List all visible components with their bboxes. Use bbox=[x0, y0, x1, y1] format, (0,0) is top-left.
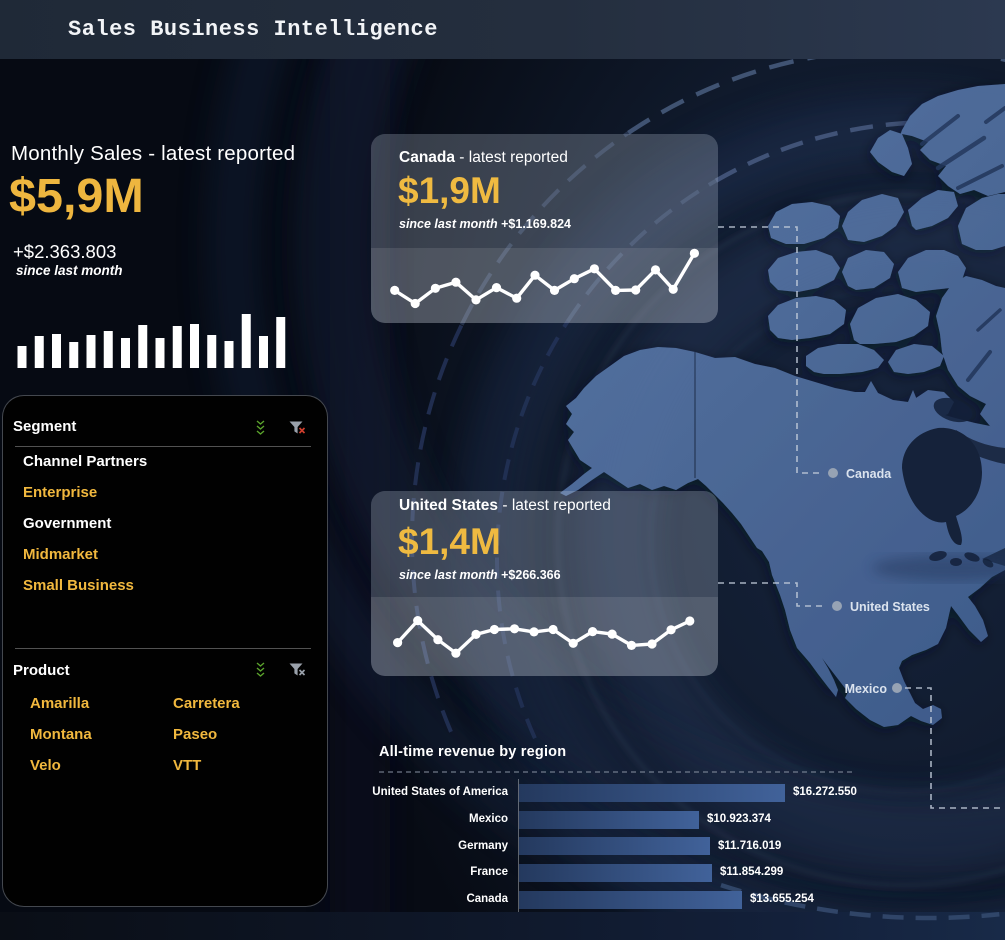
svg-text:Canada: Canada bbox=[846, 467, 892, 481]
svg-text:United States: United States bbox=[850, 600, 930, 614]
svg-text:Mexico: Mexico bbox=[845, 682, 888, 696]
